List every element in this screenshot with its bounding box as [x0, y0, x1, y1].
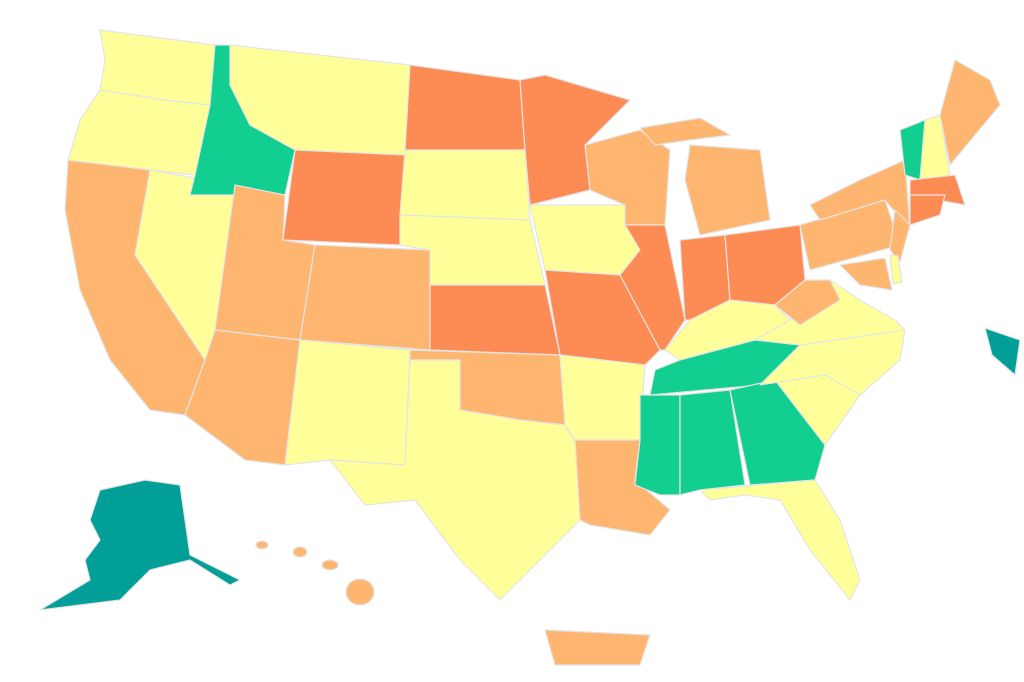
region: [619, 224, 686, 351]
region: [889, 254, 903, 285]
region: [939, 59, 1001, 166]
region: [292, 546, 308, 558]
region: [529, 204, 641, 276]
region: [399, 149, 531, 221]
region: [282, 149, 406, 246]
region: [429, 284, 561, 356]
region: [984, 327, 1021, 376]
region: [321, 559, 339, 571]
region: [67, 89, 211, 176]
regions: [39, 29, 1021, 666]
region: [299, 244, 431, 351]
region: [634, 394, 681, 496]
region: [684, 144, 771, 236]
region: [345, 578, 375, 606]
region: [839, 257, 893, 291]
region: [544, 629, 651, 666]
region: [639, 117, 731, 146]
region: [404, 64, 526, 151]
region: [909, 194, 946, 226]
region: [329, 359, 581, 601]
region: [559, 354, 646, 441]
region: [39, 479, 241, 611]
region: [889, 209, 911, 263]
region: [809, 159, 911, 231]
region: [284, 339, 411, 466]
region: [699, 479, 861, 601]
region: [255, 540, 269, 550]
region: [774, 279, 841, 326]
region: [544, 269, 661, 366]
